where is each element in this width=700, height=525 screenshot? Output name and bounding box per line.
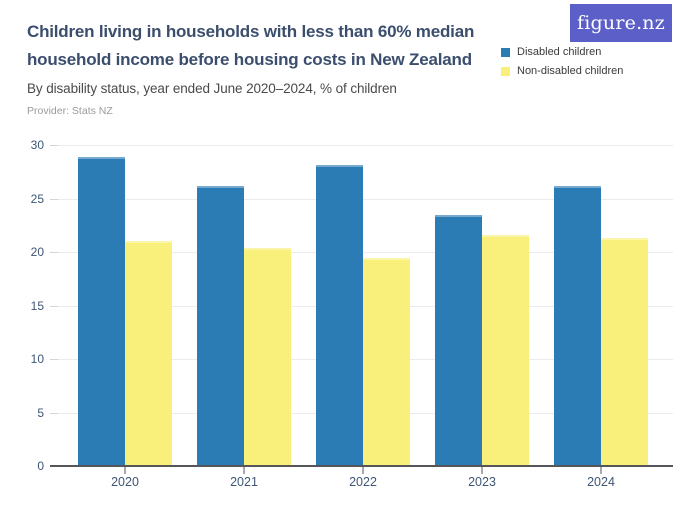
y-tick-15	[50, 306, 58, 307]
x-tick-2020	[124, 467, 126, 474]
x-axis-label-2024: 2024	[587, 475, 615, 489]
y-tick-20	[50, 252, 58, 253]
bar-2023-non-disabled-children	[482, 234, 529, 466]
bar-2021-disabled-children	[197, 185, 244, 466]
x-axis-label-2022: 2022	[349, 475, 377, 489]
page-title: Children living in households with less …	[27, 22, 475, 69]
legend-swatch-icon	[501, 66, 510, 76]
bar-2020-non-disabled-children	[125, 241, 172, 466]
bar-2021-non-disabled-children	[244, 247, 291, 466]
x-tick-2024	[600, 467, 602, 474]
x-axis-line	[50, 465, 673, 467]
chart-legend: Disabled children Non-disabled children	[501, 46, 623, 84]
legend-item-disabled-children: Disabled children	[501, 46, 623, 58]
x-tick-2022	[362, 467, 364, 474]
bar-2020-disabled-children	[78, 156, 125, 466]
y-tick-30	[50, 145, 58, 146]
x-tick-2021	[243, 467, 245, 474]
bar-2024-disabled-children	[554, 185, 601, 466]
bar-2022-disabled-children	[316, 165, 363, 466]
figure-nz-logo[interactable]: figure.nz	[570, 4, 672, 42]
provider-note: Provider: Stats NZ	[27, 105, 113, 117]
x-axis-label-2020: 2020	[111, 475, 139, 489]
chart-subtitle: By disability status, year ended June 20…	[27, 81, 397, 96]
y-axis-label-5: 5	[37, 406, 44, 420]
y-axis-label-20: 20	[30, 245, 44, 259]
gridline-30	[58, 145, 673, 146]
y-tick-10	[50, 359, 58, 360]
bar-2024-non-disabled-children	[601, 238, 648, 466]
legend-label: Disabled children	[517, 46, 602, 58]
y-axis-label-15: 15	[30, 299, 44, 313]
chart-header: Children living in households with less …	[27, 18, 505, 117]
legend-swatch-icon	[501, 47, 510, 57]
legend-item-non-disabled-children: Non-disabled children	[501, 65, 623, 77]
gridline-25	[58, 199, 673, 200]
y-tick-5	[50, 413, 58, 414]
x-axis-label-2021: 2021	[230, 475, 258, 489]
y-axis-label-25: 25	[30, 192, 44, 206]
gridline-20	[58, 252, 673, 253]
y-axis-label-0: 0	[37, 459, 44, 473]
y-axis-label-10: 10	[30, 352, 44, 366]
x-tick-2023	[481, 467, 483, 474]
bar-2023-disabled-children	[435, 214, 482, 466]
y-tick-25	[50, 199, 58, 200]
y-axis-label-30: 30	[30, 138, 44, 152]
bar-2022-non-disabled-children	[363, 258, 410, 466]
legend-label: Non-disabled children	[517, 65, 624, 77]
figure-nz-logo-text: figure.nz	[577, 12, 665, 34]
x-axis-label-2023: 2023	[468, 475, 496, 489]
